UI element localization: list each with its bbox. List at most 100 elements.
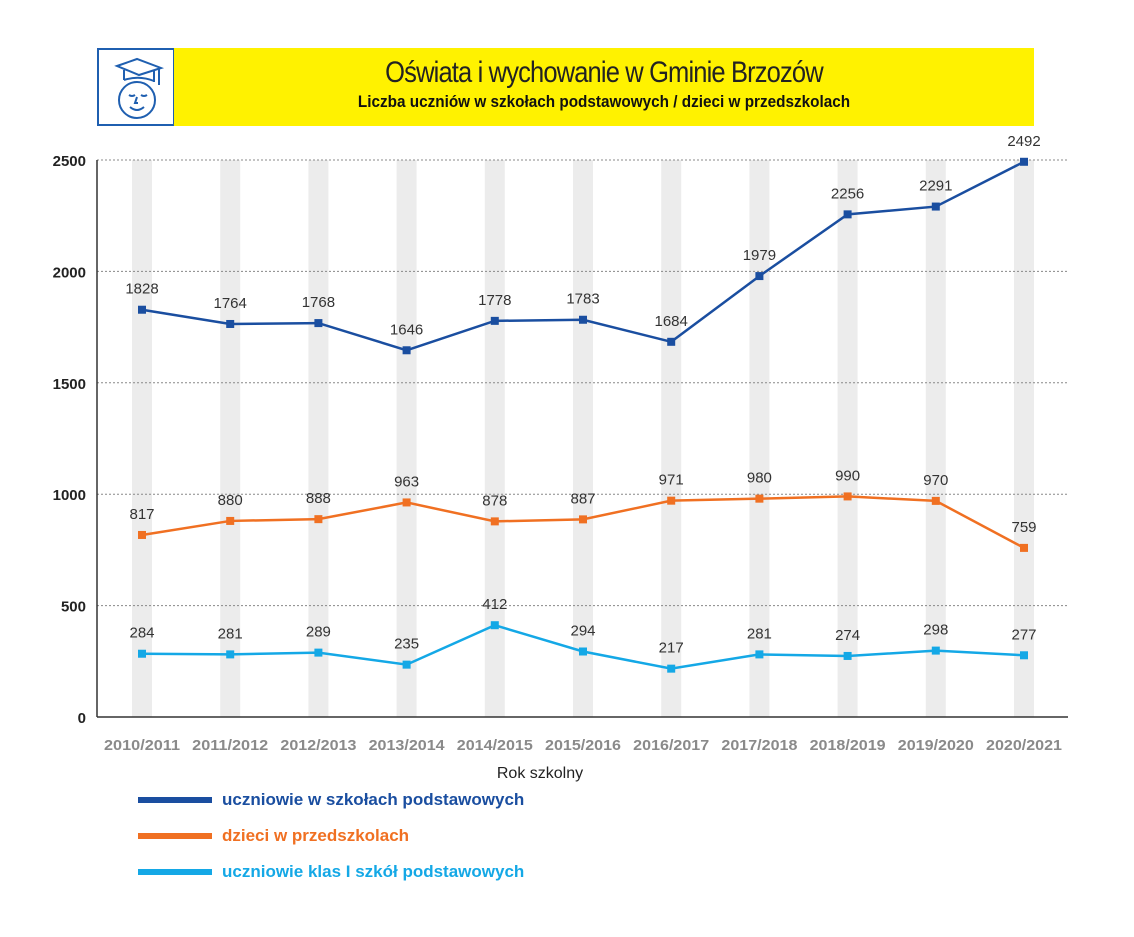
data-label: 990 xyxy=(835,467,860,484)
chart-title: Oświata i wychowanie w Gminie Brzozów xyxy=(385,56,823,89)
data-point xyxy=(402,346,411,355)
data-point xyxy=(755,650,764,659)
legend-item: uczniowie w szkołach podstawowych xyxy=(138,790,524,810)
data-label: 274 xyxy=(835,627,860,644)
data-point xyxy=(843,210,852,219)
legend-swatch xyxy=(138,833,212,839)
category-band xyxy=(573,160,593,717)
data-point xyxy=(579,647,587,656)
data-label: 1979 xyxy=(743,247,776,264)
y-tick-label: 1000 xyxy=(53,487,86,504)
legend-swatch xyxy=(138,869,212,875)
data-label: 277 xyxy=(1011,626,1036,643)
data-point xyxy=(402,498,411,507)
data-point xyxy=(579,515,587,524)
data-label: 1828 xyxy=(125,281,158,298)
x-tick-label: 2017/2018 xyxy=(721,737,797,754)
data-label: 1783 xyxy=(566,291,599,308)
category-band xyxy=(132,160,152,717)
logo xyxy=(97,48,175,126)
legend-item: dzieci w przedszkolach xyxy=(138,826,409,846)
data-point xyxy=(667,664,676,673)
data-point xyxy=(314,515,323,524)
x-tick-label: 2018/2019 xyxy=(810,737,886,754)
legend-item: uczniowie klas I szkół podstawowych xyxy=(138,862,524,882)
x-axis-label: Rok szkolny xyxy=(497,765,583,782)
legend-swatch xyxy=(138,797,212,803)
data-point xyxy=(843,651,852,660)
data-point xyxy=(667,337,676,346)
x-tick-label: 2019/2020 xyxy=(898,737,974,754)
category-band xyxy=(1014,160,1034,717)
data-label: 888 xyxy=(306,490,331,507)
data-point xyxy=(314,319,323,328)
x-tick-label: 2011/2012 xyxy=(192,737,268,754)
data-label: 298 xyxy=(923,622,948,639)
title-banner: Oświata i wychowanie w Gminie Brzozów Li… xyxy=(174,48,1034,126)
data-point xyxy=(931,496,940,505)
data-label: 1768 xyxy=(302,294,335,311)
x-tick-label: 2013/2014 xyxy=(369,737,446,754)
category-band xyxy=(484,160,505,717)
data-point xyxy=(314,648,323,657)
data-label: 971 xyxy=(659,472,684,489)
data-point xyxy=(226,516,235,525)
data-label: 887 xyxy=(570,490,595,507)
data-label: 817 xyxy=(129,506,154,523)
data-point xyxy=(755,494,764,503)
x-tick-label: 2014/2015 xyxy=(457,737,533,754)
x-tick-label: 2012/2013 xyxy=(280,737,356,754)
data-point xyxy=(138,530,146,539)
data-point xyxy=(490,517,499,526)
data-label: 980 xyxy=(747,470,772,487)
category-band xyxy=(837,160,858,717)
x-tick-label: 2020/2021 xyxy=(986,737,1062,754)
y-tick-label: 2000 xyxy=(53,264,86,281)
data-point xyxy=(1020,157,1028,166)
data-label: 281 xyxy=(747,625,772,642)
data-label: 878 xyxy=(482,492,507,509)
data-label: 217 xyxy=(659,640,684,657)
data-point xyxy=(138,305,146,314)
y-tick-label: 2500 xyxy=(53,153,86,170)
data-label: 1764 xyxy=(214,295,247,312)
data-point xyxy=(226,319,235,328)
data-point xyxy=(931,202,940,211)
data-point xyxy=(402,660,411,669)
category-band xyxy=(220,160,241,717)
x-tick-label: 2015/2016 xyxy=(545,737,621,754)
data-label: 412 xyxy=(482,596,507,613)
data-label: 2256 xyxy=(831,185,864,202)
y-tick-label: 1500 xyxy=(53,376,86,393)
category-band xyxy=(925,160,946,717)
data-point xyxy=(843,492,852,501)
data-point xyxy=(755,272,764,281)
data-point xyxy=(490,621,499,630)
data-label: 880 xyxy=(218,492,243,509)
data-label: 970 xyxy=(923,472,948,489)
data-label: 294 xyxy=(570,622,595,639)
data-point xyxy=(226,650,235,659)
data-point xyxy=(1020,651,1028,660)
data-label: 235 xyxy=(394,636,419,653)
legend-label: uczniowie klas I szkół podstawowych xyxy=(222,862,525,881)
data-label: 1684 xyxy=(655,313,688,330)
student-graduation-cap-icon xyxy=(114,57,165,119)
legend-label: dzieci w przedszkolach xyxy=(222,826,410,845)
category-band xyxy=(661,160,682,717)
data-label: 289 xyxy=(306,624,331,641)
x-tick-label: 2010/2011 xyxy=(104,737,180,754)
data-point xyxy=(667,496,676,505)
data-label: 2492 xyxy=(1007,133,1040,150)
y-tick-label: 500 xyxy=(61,599,86,616)
x-tick-label: 2016/2017 xyxy=(633,737,709,754)
data-label: 963 xyxy=(394,473,419,490)
legend-label: uczniowie w szkołach podstawowych xyxy=(222,790,525,809)
data-label: 1646 xyxy=(390,321,423,338)
y-tick-label: 0 xyxy=(78,710,86,727)
category-band xyxy=(749,160,770,717)
data-label: 759 xyxy=(1011,519,1036,536)
data-label: 281 xyxy=(218,625,243,642)
category-band xyxy=(396,160,417,717)
